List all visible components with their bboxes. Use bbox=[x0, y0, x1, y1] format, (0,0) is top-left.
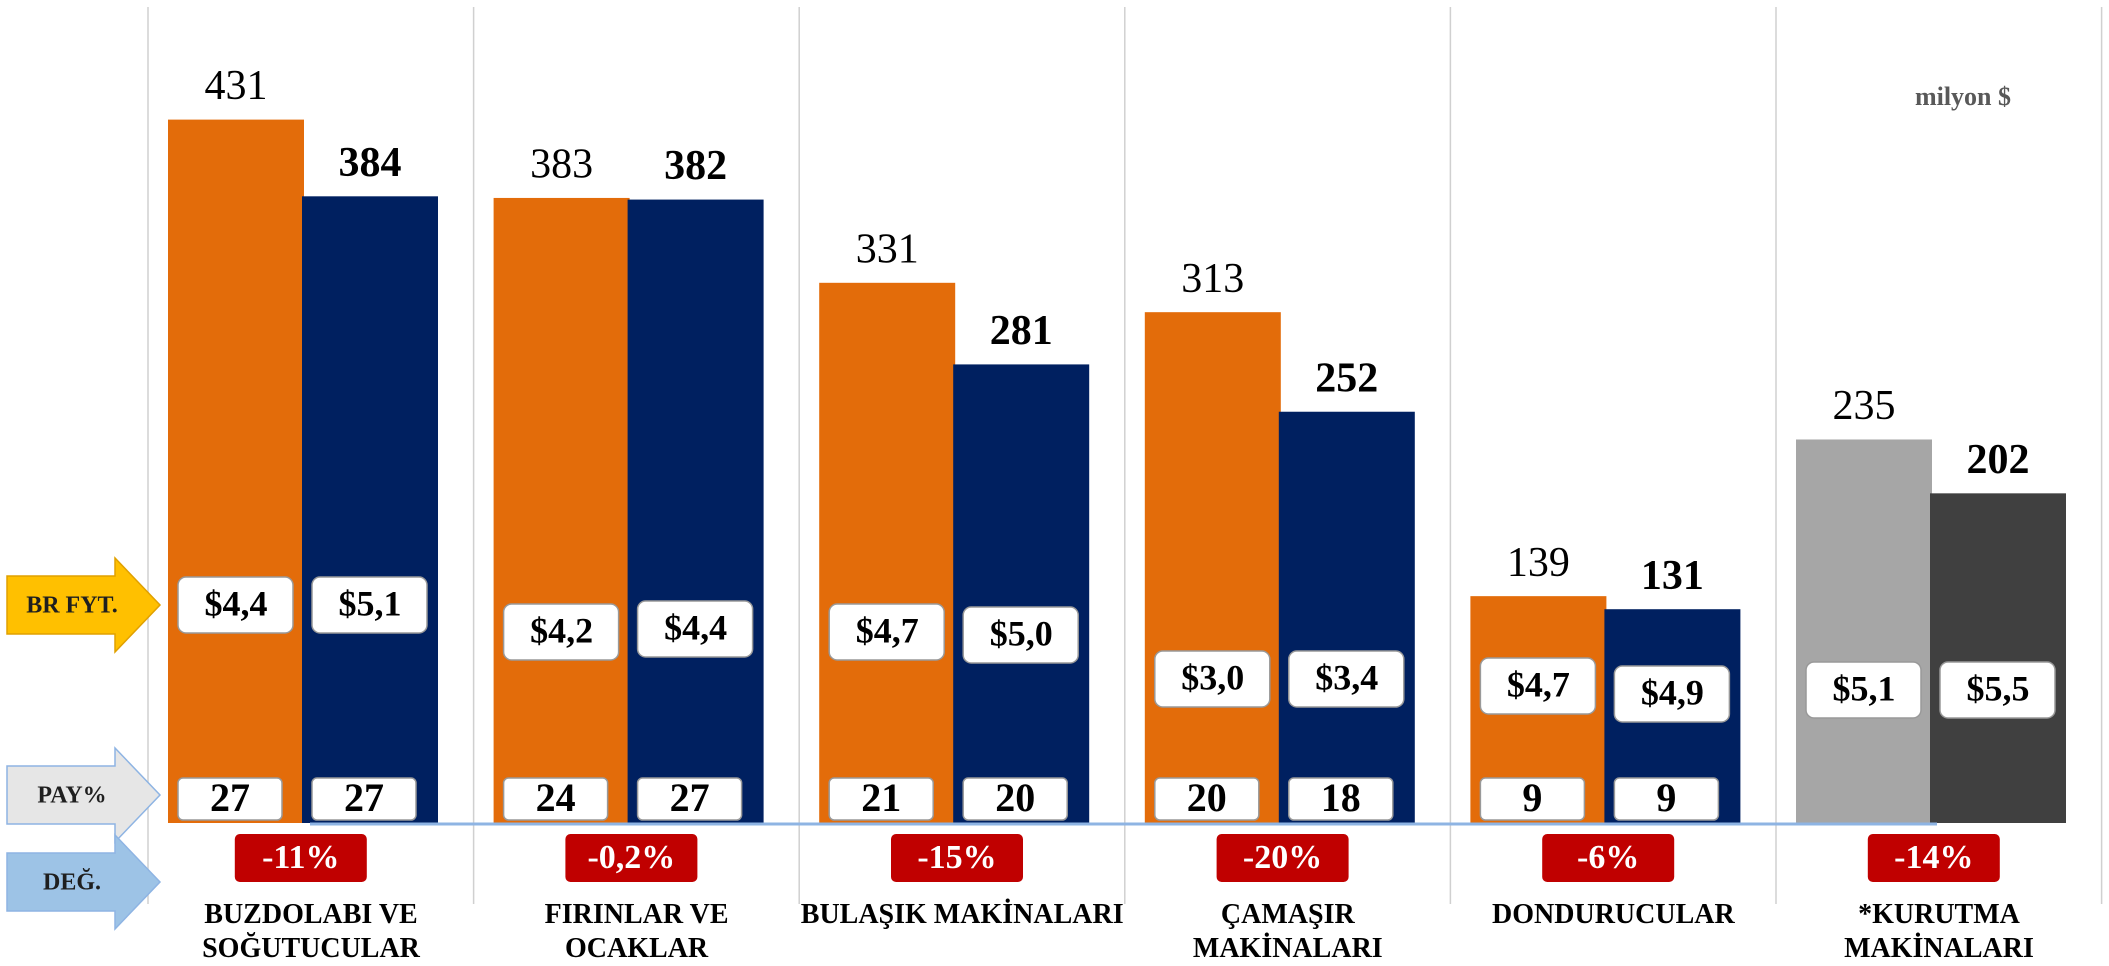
change-box bbox=[1542, 834, 1675, 882]
change-label: -11% bbox=[262, 839, 339, 876]
value-label: 235 bbox=[1833, 383, 1896, 429]
value-label: 431 bbox=[205, 63, 268, 109]
share-box bbox=[828, 777, 934, 821]
change-box bbox=[234, 834, 367, 882]
change-box bbox=[565, 834, 698, 882]
row-label: PAY% bbox=[37, 783, 106, 809]
share-label: 9 bbox=[1522, 775, 1542, 820]
bar bbox=[953, 364, 1090, 823]
bar bbox=[1796, 439, 1932, 823]
price-label: $4,2 bbox=[530, 610, 593, 650]
share-box bbox=[962, 777, 1068, 821]
category-label: FIRINLAR VE OCAKLAR bbox=[544, 899, 729, 964]
change-label: -15% bbox=[917, 839, 996, 876]
share-box bbox=[1479, 777, 1586, 821]
share-box bbox=[636, 777, 743, 821]
price-box bbox=[962, 606, 1079, 664]
value-label: 384 bbox=[339, 140, 402, 186]
share-label: 20 bbox=[1187, 775, 1227, 820]
price-box bbox=[828, 603, 945, 661]
price-box bbox=[1613, 665, 1731, 723]
price-label: $3,4 bbox=[1315, 657, 1378, 697]
value-label: 313 bbox=[1181, 256, 1244, 302]
price-label: $4,4 bbox=[664, 607, 727, 647]
price-label: $5,1 bbox=[1833, 668, 1896, 708]
value-label: 202 bbox=[1967, 437, 2030, 483]
row-label: DEĞ. bbox=[43, 869, 101, 896]
price-box bbox=[502, 603, 620, 661]
bar bbox=[627, 199, 764, 824]
change-label: -20% bbox=[1243, 839, 1322, 876]
price-box bbox=[1479, 657, 1597, 715]
bar bbox=[168, 119, 304, 823]
share-label: 27 bbox=[670, 775, 710, 820]
price-box bbox=[311, 576, 428, 634]
value-label: 383 bbox=[530, 142, 593, 188]
share-label: 9 bbox=[1656, 775, 1676, 820]
bar bbox=[1144, 312, 1281, 823]
share-box bbox=[1288, 777, 1394, 821]
category-label: BUZDOLABI VE SOĞUTUCULAR bbox=[202, 899, 420, 964]
price-label: $4,7 bbox=[1507, 664, 1570, 704]
bar bbox=[1278, 411, 1415, 823]
share-box bbox=[177, 777, 283, 821]
price-label: $4,9 bbox=[1641, 672, 1704, 712]
change-box bbox=[1216, 834, 1349, 882]
change-label: -6% bbox=[1577, 839, 1639, 876]
value-label: 252 bbox=[1315, 355, 1378, 401]
price-label: $3,0 bbox=[1181, 657, 1244, 697]
change-box bbox=[891, 834, 1023, 882]
share-label: 21 bbox=[861, 775, 901, 820]
row-arrow bbox=[6, 746, 162, 844]
share-label: 27 bbox=[210, 775, 250, 820]
share-box bbox=[311, 777, 417, 821]
price-label: $5,1 bbox=[339, 583, 402, 623]
price-box bbox=[1288, 650, 1405, 708]
category-label: BULAŞIK MAKİNALARI bbox=[800, 899, 1124, 930]
price-label: $5,0 bbox=[990, 613, 1053, 653]
value-label: 281 bbox=[990, 308, 1053, 354]
share-box bbox=[1613, 777, 1720, 821]
share-label: 24 bbox=[536, 775, 576, 820]
value-label: 331 bbox=[856, 226, 919, 272]
price-box bbox=[1939, 661, 2056, 719]
value-label: 131 bbox=[1641, 553, 1704, 599]
share-box bbox=[1154, 777, 1260, 821]
price-label: $4,7 bbox=[856, 610, 919, 650]
price-box bbox=[636, 600, 754, 658]
category-label: DONDURUCULAR bbox=[1492, 899, 1735, 930]
category-label: *KURUTMA MAKİNALARI bbox=[1844, 899, 2034, 964]
share-label: 20 bbox=[995, 775, 1035, 820]
price-box bbox=[1154, 650, 1271, 708]
bar bbox=[493, 197, 630, 824]
share-box bbox=[502, 777, 609, 821]
share-label: 27 bbox=[344, 775, 384, 820]
price-box bbox=[177, 576, 294, 634]
row-label: BR FYT. bbox=[26, 593, 118, 619]
value-label: 139 bbox=[1507, 540, 1570, 586]
share-label: 18 bbox=[1321, 775, 1361, 820]
change-label: -14% bbox=[1894, 839, 1973, 876]
bar bbox=[819, 282, 956, 824]
bar bbox=[1930, 493, 2066, 823]
price-label: $5,5 bbox=[1967, 668, 2030, 708]
price-box bbox=[1805, 661, 1922, 719]
bar bbox=[302, 196, 438, 823]
row-arrow bbox=[6, 833, 162, 931]
price-label: $4,4 bbox=[205, 583, 268, 623]
row-arrow bbox=[6, 556, 162, 654]
category-label: ÇAMAŞIR MAKİNALARI bbox=[1192, 899, 1383, 964]
change-box bbox=[1867, 834, 2000, 882]
unit-label: milyon $ bbox=[1915, 82, 2011, 111]
change-label: -0,2% bbox=[587, 839, 675, 876]
value-label: 382 bbox=[664, 143, 727, 189]
